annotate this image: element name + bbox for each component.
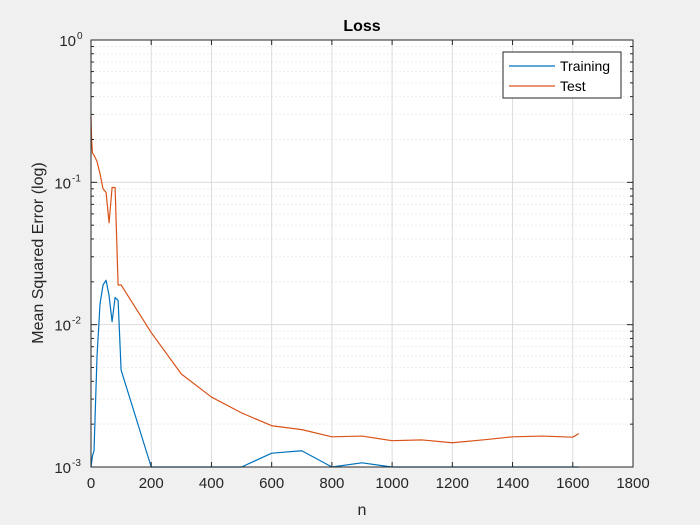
y-tick-exponent: -1 (72, 173, 81, 184)
plot-area (90, 39, 634, 468)
plot-border (90, 39, 634, 468)
y-tick-exponent: -2 (72, 316, 81, 327)
legend-label-test: Test (560, 78, 586, 94)
x-tick-label: 1600 (556, 475, 589, 492)
x-tick-label: 1200 (436, 475, 469, 492)
x-tick-label: 1400 (496, 475, 529, 492)
y-tick-label: 10 (54, 175, 71, 192)
y-tick-label: 10 (54, 318, 71, 335)
y-tick-exponent: 0 (77, 31, 83, 42)
y-tick-label: 10 (59, 33, 76, 50)
legend[interactable]: Training Test (502, 51, 622, 99)
x-tick-label: 200 (139, 475, 164, 492)
x-tick-label: 800 (319, 475, 344, 492)
y-axis-label: Mean Squared Error (log) (30, 162, 47, 343)
x-tick-label: 1000 (375, 475, 408, 492)
legend-label-training: Training (560, 58, 610, 74)
x-tick-label: 600 (259, 475, 284, 492)
legend-box (502, 51, 622, 99)
x-tick-label: 0 (87, 475, 95, 492)
y-tick-exponent: -3 (72, 458, 81, 469)
x-tick-label: 400 (199, 475, 224, 492)
x-axis-label: n (358, 502, 367, 519)
x-tick-label: 1800 (616, 475, 649, 492)
series-line-test (90, 116, 580, 444)
chart-title: Loss (343, 18, 380, 35)
y-tick-label: 10 (54, 460, 71, 477)
